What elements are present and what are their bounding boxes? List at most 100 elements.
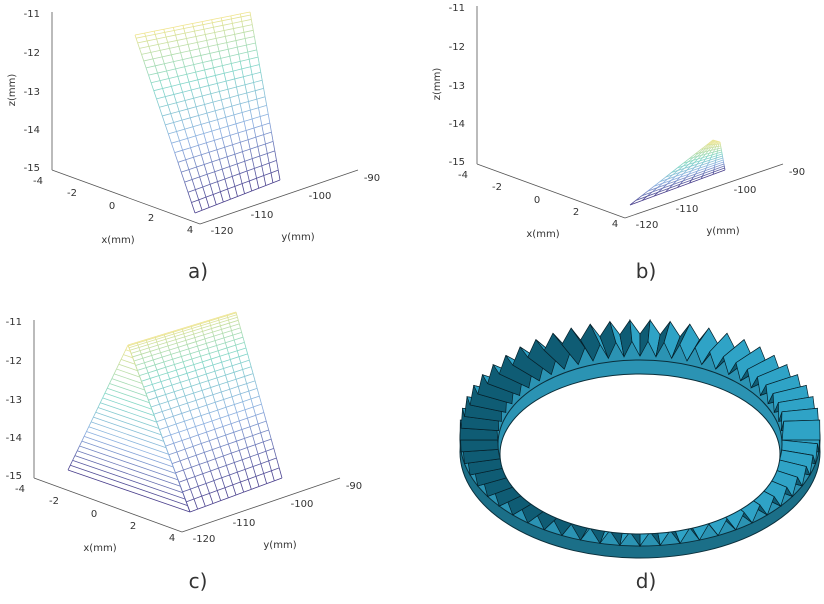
mesh-line [215,73,224,75]
mesh-line [179,109,187,111]
mesh-line [146,66,155,68]
mesh-line [269,163,271,173]
mesh-line [225,179,228,189]
mesh-line [202,22,203,25]
mesh-line [232,331,233,335]
mesh-line [213,332,214,336]
mesh-line [200,88,202,96]
mesh-line [171,141,179,143]
mesh-line [248,52,249,59]
mesh-line [187,342,196,345]
mesh-line [240,482,243,492]
mesh-line [242,181,249,184]
mesh-line [232,21,241,23]
mesh-line [239,52,248,54]
mesh-line [227,316,228,318]
mesh-line [245,39,246,46]
x-tick-label: 0 [91,509,97,520]
mesh-line [188,44,190,50]
mesh-line [137,368,146,371]
mesh-line [116,364,118,369]
mesh-line [180,458,188,461]
mesh-line [168,40,177,42]
mesh-line [181,357,183,362]
mesh-line [144,61,146,68]
mesh-line [230,475,233,485]
mesh-line [98,403,100,408]
mesh-line [251,399,253,407]
mesh-line [209,122,211,131]
mesh-line [192,58,194,65]
mesh-line [236,87,238,95]
mesh-line [209,438,217,441]
mesh-line [171,406,179,409]
mesh-line [215,427,223,430]
mesh-line [165,419,168,427]
mesh-line [82,436,84,441]
mesh-line [195,190,198,200]
z-tick-label: -13 [6,395,22,406]
mesh-line [188,400,196,403]
mesh-line [75,451,77,456]
mesh-line [259,186,266,189]
mesh-line [176,367,185,370]
mesh-line [209,150,217,153]
mesh-line [271,132,273,141]
z-tick-label: -14 [6,433,22,444]
mesh-line [157,97,166,99]
mesh-line [232,176,235,186]
mesh-line [185,67,187,74]
mesh-line [199,464,202,473]
mesh-line [217,45,219,52]
mesh-line [217,83,219,91]
mesh-line [237,161,245,164]
mesh-line [202,208,209,211]
mesh-line [209,413,212,421]
mesh-line [231,424,234,433]
mesh-line [214,481,217,491]
mesh-line [158,345,159,349]
mesh-line [208,381,210,388]
mesh-line [237,45,246,47]
mesh-line [228,320,229,323]
mesh-line [232,397,234,405]
mesh-line [100,398,102,403]
mesh-line [237,317,238,320]
mesh-line [194,390,203,393]
mesh-line [164,362,166,367]
mesh-line [171,111,179,113]
mesh-line [260,114,268,116]
mesh-line [279,468,282,478]
mesh-line [257,178,259,188]
mesh-line [203,329,212,332]
mesh-line [225,343,227,348]
mesh-line [159,107,162,116]
mesh-line [231,14,241,16]
mesh-line [181,53,183,60]
mesh-line [230,164,238,167]
mesh-line [135,35,136,38]
mesh-line [200,174,208,177]
mesh-line [234,463,237,473]
mesh-line [148,397,157,400]
mesh-line [168,401,171,408]
mesh-line [222,64,231,66]
z-tick-label: -14 [449,119,465,130]
mesh-line [184,334,185,337]
mesh-line [215,111,217,120]
mesh-line [158,342,167,345]
x-tick-label: -2 [492,182,502,193]
mesh-line [250,147,258,150]
mesh-line [241,15,251,17]
mesh-line [173,416,176,424]
x-axis-label: x(mm) [526,229,559,240]
mesh-line [141,354,142,358]
mesh-line [212,21,222,23]
mesh-line [171,84,180,86]
mesh-line [239,324,240,328]
mesh-line [264,176,266,186]
mesh-line [183,386,192,389]
mesh-line [231,16,232,19]
mesh-line [211,326,212,329]
mesh-line [232,104,240,106]
